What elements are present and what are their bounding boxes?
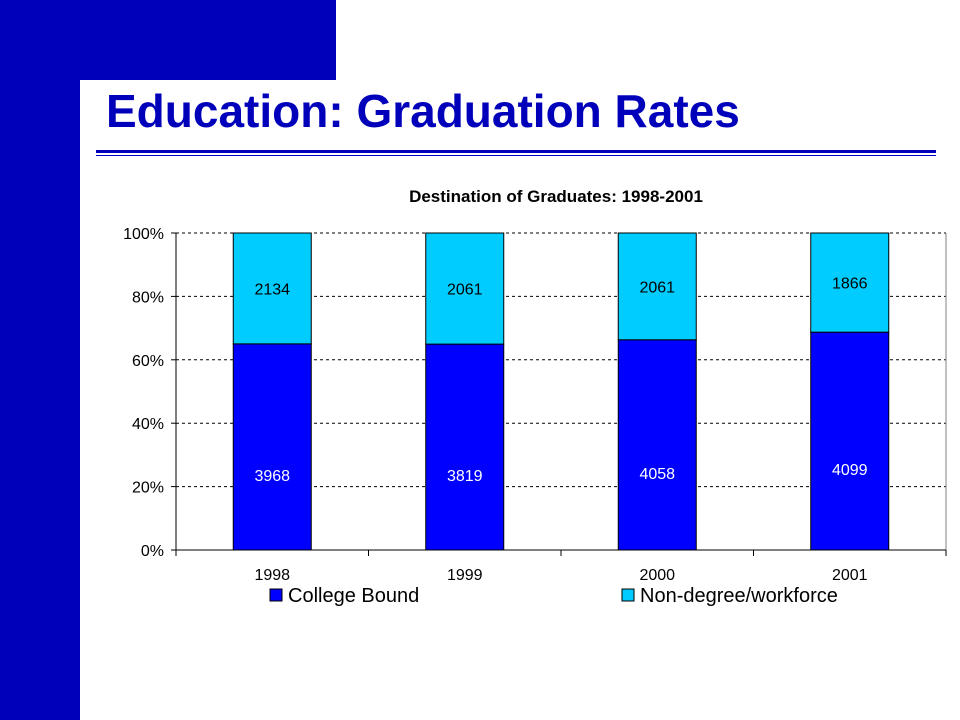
data-label: 2061	[447, 282, 483, 299]
x-tick-label: 1998	[254, 567, 290, 584]
bar-college-bound-2000	[617, 339, 697, 551]
y-tick-label: 0%	[141, 543, 164, 560]
bar-college-bound-2001	[810, 331, 890, 551]
data-label: 3968	[254, 468, 290, 485]
legend-label: College Bound	[288, 585, 419, 607]
y-tick-label: 100%	[123, 226, 164, 243]
stacked-bar-chart: Destination of Graduates: 1998-2001 0% 20%…	[123, 187, 947, 607]
x-tick-label: 2001	[832, 567, 868, 584]
legend-swatch	[621, 588, 635, 602]
top-accent-block	[80, 0, 336, 80]
legend-label: Non-degree/workforce	[640, 585, 838, 607]
x-tick-label: 1999	[447, 567, 483, 584]
data-label: 3819	[447, 468, 483, 485]
bar-non-degree-workforce-1998	[232, 232, 312, 345]
bar-college-bound-1999	[425, 343, 505, 551]
y-tick-label: 60%	[132, 353, 164, 370]
title-underline	[96, 150, 936, 153]
y-tick-label: 20%	[132, 480, 164, 497]
bar-non-degree-workforce-2000	[617, 232, 697, 341]
chart-title: Destination of Graduates: 1998-2001	[409, 187, 703, 206]
left-accent-bar	[0, 0, 80, 720]
slide-title: Education: Graduation Rates	[106, 85, 740, 137]
bar-non-degree-workforce-1999	[425, 232, 505, 345]
data-label: 4099	[832, 462, 868, 479]
data-label: 2061	[639, 279, 675, 296]
data-label: 4058	[639, 466, 675, 483]
bar-college-bound-1998	[232, 343, 312, 551]
data-label: 2134	[254, 281, 290, 298]
x-tick-label: 2000	[639, 567, 675, 584]
bar-non-degree-workforce-2001	[810, 232, 890, 333]
legend-swatch	[269, 588, 283, 602]
y-tick-label: 80%	[132, 289, 164, 306]
title-underline-thin	[96, 155, 936, 156]
data-label: 1866	[832, 276, 868, 293]
y-tick-label: 40%	[132, 416, 164, 433]
